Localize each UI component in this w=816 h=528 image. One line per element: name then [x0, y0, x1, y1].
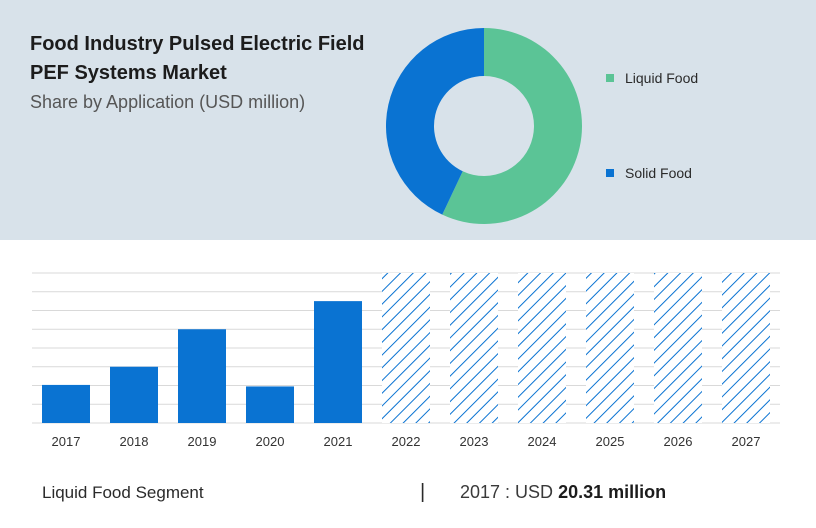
donut-slice-solid-food — [386, 28, 484, 215]
bar-chart: 2017 2018 2019 2020 2021 2022 2023 2024 2025 2026… — [32, 272, 780, 449]
forecast-bar-2024 — [518, 273, 566, 423]
forecast-bar-2025 — [586, 273, 634, 423]
bar-2021 — [314, 301, 362, 423]
donut-chart — [386, 28, 582, 224]
chart-title: Food Industry Pulsed Electric Field PEF … — [30, 30, 390, 88]
legend-label-solid-food: Solid Food — [625, 165, 692, 181]
forecast-bar-2023 — [450, 273, 498, 423]
x-tick-label-2018: 2018 — [120, 434, 149, 449]
chart-title-line-1: Food Industry Pulsed Electric Field — [30, 33, 365, 55]
forecast-bar-2026 — [654, 273, 702, 423]
bar-2020 — [246, 386, 294, 423]
bar-2018 — [110, 366, 158, 423]
chart-title-line-2: PEF Systems Market — [30, 62, 227, 84]
x-tick-label-2017: 2017 — [52, 434, 81, 449]
x-tick-label-2026: 2026 — [664, 434, 693, 449]
donut-slice-liquid-food — [442, 28, 582, 224]
footer-divider: | — [420, 481, 426, 503]
x-tick-label-2024: 2024 — [528, 434, 557, 449]
segment-value: 2017 : USD 20.31 million — [460, 482, 666, 503]
legend-swatch-solid-food — [606, 169, 614, 177]
legend-item-liquid-food: Liquid Food — [606, 70, 698, 86]
x-tick-label-2019: 2019 — [188, 434, 217, 449]
chart-subtitle: Share by Application (USD million) — [30, 92, 306, 112]
bar-2017 — [42, 384, 90, 423]
forecast-bar-2027 — [722, 273, 770, 423]
segment-label: Liquid Food Segment — [42, 483, 204, 502]
x-tick-label-2020: 2020 — [256, 434, 285, 449]
x-tick-label-2025: 2025 — [596, 434, 625, 449]
bar-2019 — [178, 329, 226, 423]
segment-value-prefix: 2017 : USD — [460, 482, 559, 502]
legend-item-solid-food: Solid Food — [606, 165, 692, 181]
x-tick-label-2021: 2021 — [324, 434, 353, 449]
x-tick-label-2023: 2023 — [460, 434, 489, 449]
x-tick-label-2022: 2022 — [392, 434, 421, 449]
legend-label-liquid-food: Liquid Food — [625, 70, 699, 86]
segment-value-amount: 20.31 million — [558, 482, 667, 502]
forecast-bar-2022 — [382, 273, 430, 423]
x-tick-label-2027: 2027 — [732, 434, 761, 449]
legend-swatch-liquid-food — [606, 74, 614, 82]
